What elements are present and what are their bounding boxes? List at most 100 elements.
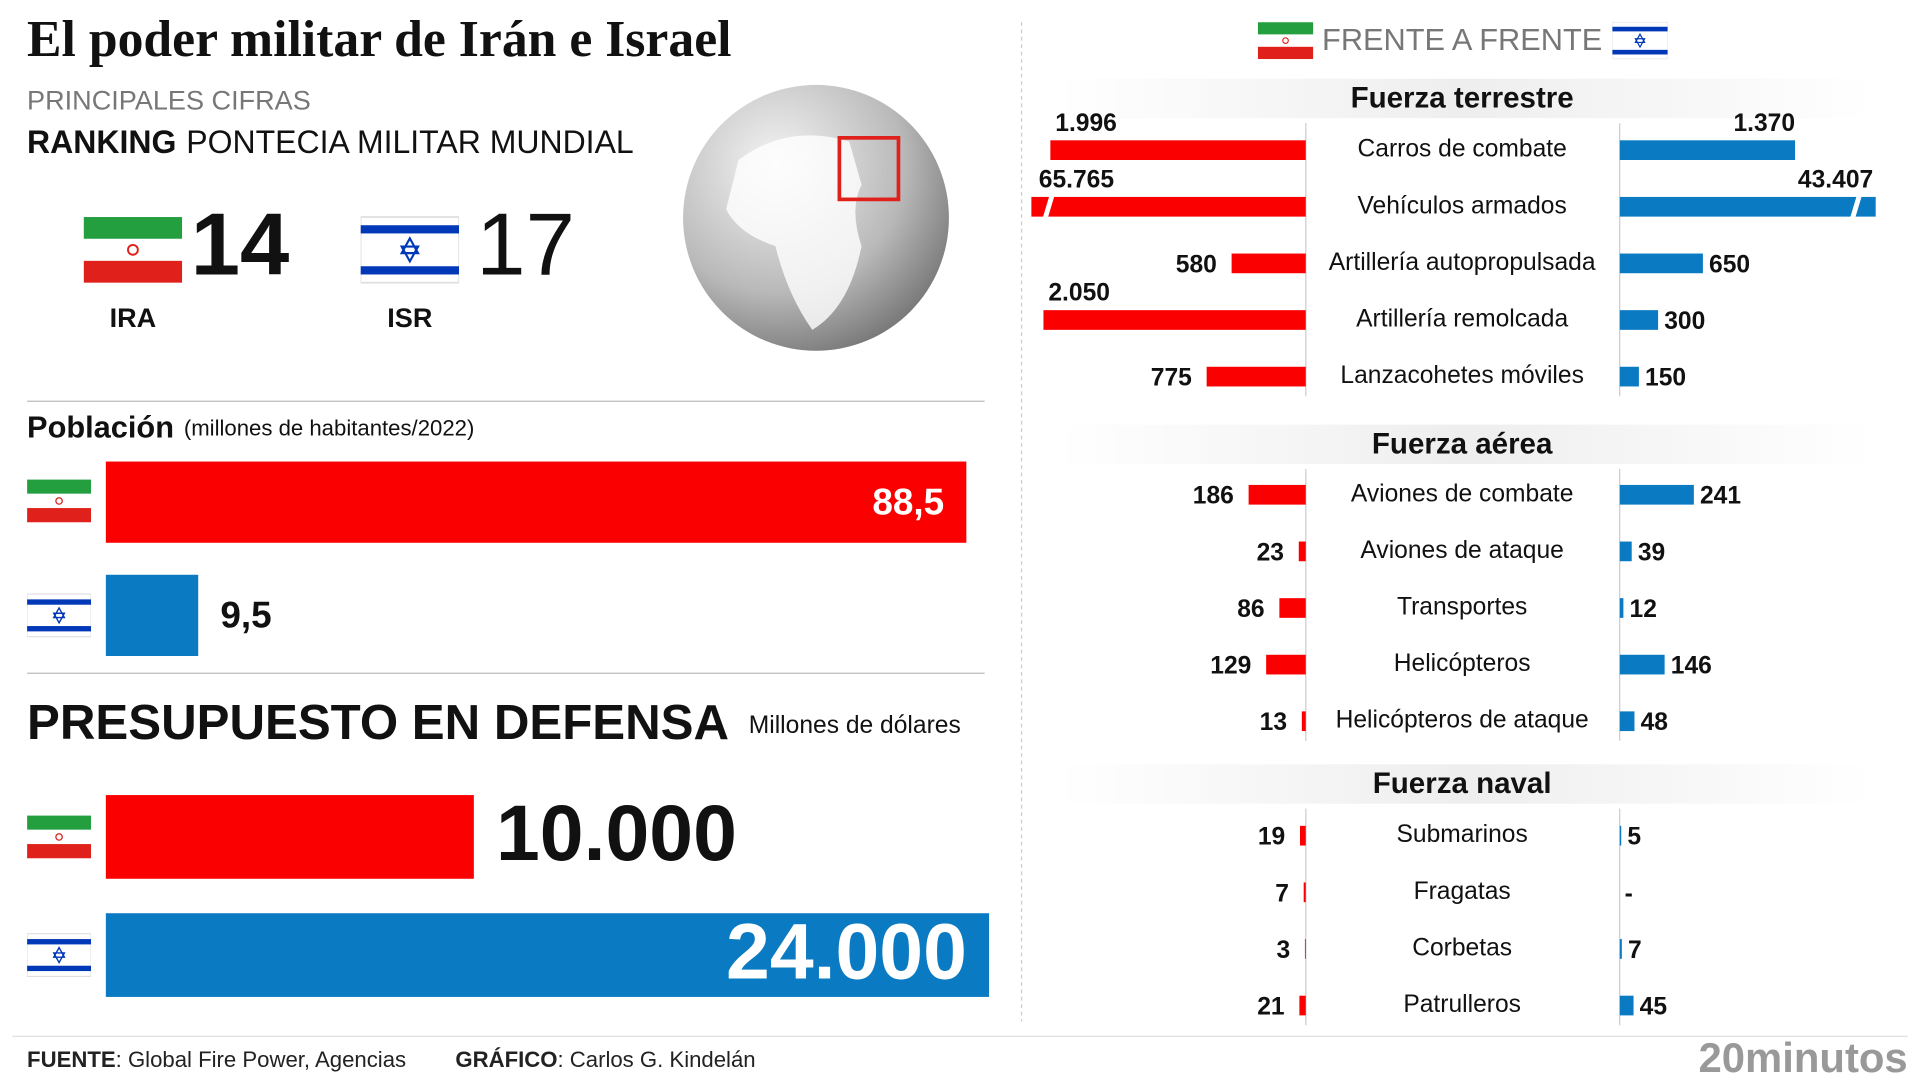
value-label: 86: [1237, 596, 1264, 623]
bar: [1298, 541, 1306, 562]
value-label: 146: [1671, 653, 1712, 680]
value-label: 13: [1260, 709, 1287, 736]
value-label: 2.050: [1048, 280, 1110, 307]
value-label: 129: [1210, 653, 1251, 680]
category-label: Fragatas: [1414, 878, 1511, 905]
flag-iran: [1257, 22, 1314, 60]
value-label: 9,5: [220, 595, 271, 636]
value-label: 24.000: [726, 907, 967, 995]
flag-iran: [27, 814, 92, 859]
category-label: Transportes: [1397, 593, 1527, 620]
bar: [1619, 598, 1624, 618]
section-title: Fuerza aérea: [1372, 427, 1553, 460]
title: El poder militar de Irán e Israel: [27, 11, 731, 68]
category-label: Patrulleros: [1403, 991, 1521, 1018]
section-band: [1058, 78, 1871, 119]
bar: [1043, 310, 1306, 330]
category-label: Carros de combate: [1358, 136, 1567, 163]
section-band: [1058, 764, 1871, 804]
bar: [1619, 939, 1622, 959]
bar: [1300, 825, 1306, 846]
chart-title-text: Población: [27, 410, 174, 445]
bar: [1619, 310, 1659, 330]
chart-title: Población (millones de habitantes/2022): [27, 410, 474, 445]
ranking-label: RANKING: [27, 125, 176, 161]
value-label: 1.996: [1055, 110, 1117, 137]
flag-iran: [83, 215, 183, 284]
value-label: 23: [1257, 539, 1284, 566]
credit-label: GRÁFICO: [455, 1047, 557, 1072]
bar: [1303, 882, 1306, 903]
value-label: 45: [1640, 994, 1667, 1021]
value-label: 3: [1276, 937, 1290, 964]
bar: [1619, 253, 1703, 274]
bar: [1050, 140, 1306, 160]
bar: [1206, 366, 1306, 387]
globe-highlight: [837, 136, 901, 202]
category-label: Submarinos: [1396, 821, 1527, 848]
value-label: 775: [1151, 365, 1192, 392]
credit-text: : Carlos G. Kindelán: [557, 1047, 755, 1072]
bar: [1619, 654, 1665, 675]
subtitle: PRINCIPALES CIFRAS: [27, 84, 311, 115]
source-text: : Global Fire Power, Agencias: [116, 1047, 406, 1072]
value-label: 300: [1664, 308, 1705, 335]
value-label: 48: [1641, 709, 1668, 736]
rank-value: 17: [476, 194, 575, 293]
category-label: Corbetas: [1412, 934, 1512, 961]
value-label: 7: [1628, 937, 1642, 964]
right-title: FRENTE A FRENTE: [1322, 22, 1602, 57]
value-label: 10.000: [496, 789, 737, 877]
bar: [1619, 995, 1634, 1016]
bar-break: [1849, 193, 1863, 220]
bar: [105, 795, 474, 879]
globe-land: [726, 135, 862, 330]
category-label: Helicópteros: [1394, 650, 1531, 677]
value-label: 39: [1638, 539, 1665, 566]
bar: [1619, 711, 1635, 732]
value-label: 186: [1193, 483, 1234, 510]
value-label: 580: [1176, 251, 1217, 278]
section-title: Fuerza naval: [1373, 767, 1552, 800]
chart-subtitle: Millones de dólares: [749, 712, 961, 739]
logo: 20minutos: [1699, 1034, 1908, 1080]
value-label: 21: [1257, 994, 1284, 1021]
value-label: 19: [1258, 824, 1285, 851]
chart-title: PRESUPUESTO EN DEFENSA Millones de dólare…: [27, 695, 961, 750]
source: FUENTE: Global Fire Power, Agencias: [27, 1047, 406, 1072]
value-label: 43.407: [1798, 166, 1873, 193]
bar: [1299, 995, 1306, 1016]
flag-israel: [1612, 22, 1668, 60]
bar: [1031, 196, 1306, 217]
bar-break: [1042, 193, 1055, 220]
flag-israel: [27, 932, 92, 978]
chart-subtitle: (millones de habitantes/2022): [184, 415, 474, 440]
value-label: 241: [1700, 483, 1741, 510]
rank-value: 14: [191, 194, 290, 293]
value-label: 65.765: [1039, 166, 1114, 193]
bar: [1231, 253, 1306, 274]
bar: [1266, 654, 1306, 675]
value-label: 5: [1627, 824, 1641, 851]
category-label: Artillería autopropulsada: [1329, 249, 1596, 276]
bar: [1248, 484, 1306, 505]
bar: [1304, 939, 1306, 959]
source-label: FUENTE: [27, 1047, 116, 1072]
bar: [1619, 366, 1639, 387]
bar: [105, 461, 967, 543]
bar: [1301, 711, 1306, 732]
bar: [105, 913, 990, 997]
value-label: 1.370: [1733, 110, 1795, 137]
bar: [1619, 196, 1876, 217]
category-label: Aviones de ataque: [1360, 537, 1563, 564]
value-label: 150: [1645, 365, 1686, 392]
category-label: Aviones de combate: [1351, 480, 1574, 507]
bar: [1619, 484, 1694, 505]
category-label: Vehículos armados: [1357, 192, 1566, 219]
section-band: [1058, 424, 1871, 464]
chart-title-text: PRESUPUESTO EN DEFENSA: [27, 695, 729, 750]
value-label: 650: [1709, 251, 1750, 278]
value-label: 88,5: [872, 481, 944, 522]
credit: GRÁFICO: Carlos G. Kindelán: [455, 1047, 755, 1072]
